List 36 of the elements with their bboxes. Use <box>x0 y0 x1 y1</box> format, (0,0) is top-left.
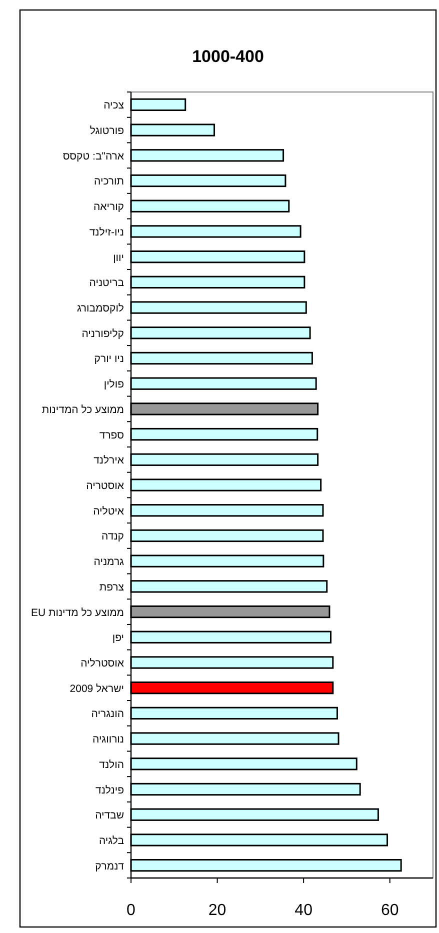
y-tick-label: ממוצע כל מדינות EU <box>30 606 124 619</box>
y-tick-label: לוקסמבורג <box>76 302 124 315</box>
y-tick-label: ספרד <box>99 429 124 442</box>
y-tick-label: הולנד <box>99 758 124 771</box>
y-tick-label: נורווגיה <box>92 734 124 746</box>
x-tick-label: 60 <box>380 902 399 919</box>
y-tick-label: בלגיה <box>98 834 124 847</box>
x-tick-label: 40 <box>294 902 313 919</box>
y-tick-label: פינלנד <box>96 784 124 796</box>
y-tick-label: דנמרק <box>95 860 124 872</box>
y-tick-label: שבדיה <box>95 810 124 822</box>
y-tick-label: פורטוגל <box>90 125 124 138</box>
y-tick-label: יפן <box>112 632 124 644</box>
y-tick-label: ניו יורק <box>94 353 124 366</box>
y-tick-label: אוסטרליה <box>80 657 124 670</box>
y-tick-label: צרפת <box>99 581 124 594</box>
x-tick-label: 20 <box>208 902 226 919</box>
y-tick-label: פולין <box>104 378 124 391</box>
y-tick-label: קנדה <box>102 530 124 543</box>
y-tick-label: ניו-זילנד <box>89 226 124 238</box>
y-tick-label: ארה"ב: טקסס <box>62 150 124 162</box>
y-tick-label: קוריאה <box>93 201 124 214</box>
y-tick-label: הונגריה <box>91 708 124 720</box>
y-tick-label: אוסטריה <box>86 480 124 492</box>
y-tick-label: תורכיה <box>94 176 124 188</box>
y-tick-label: יוון <box>113 252 124 264</box>
y-tick-label: איטליה <box>93 505 124 518</box>
y-tick-label: ישראל 2009 <box>70 682 124 695</box>
y-tick-label: אירלנד <box>94 454 124 467</box>
y-tick-label: צכיה <box>104 100 124 112</box>
chart-title: 1000-400 <box>192 47 264 66</box>
y-tick-label: ממוצע כל המדינות <box>42 404 124 416</box>
x-tick-label: 0 <box>126 902 136 919</box>
y-tick-label: קליפורניה <box>82 328 124 340</box>
y-tick-label: גרמניה <box>94 556 125 568</box>
y-tick-label: בריטניה <box>89 277 124 290</box>
